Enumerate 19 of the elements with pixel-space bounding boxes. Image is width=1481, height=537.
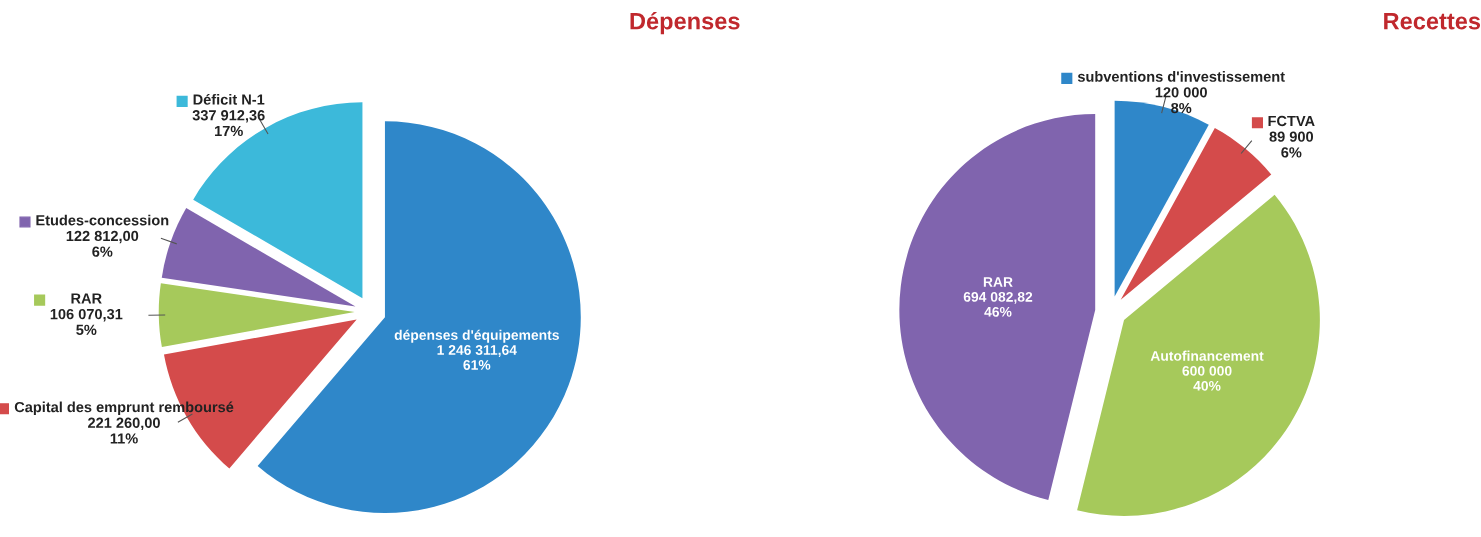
data-label: 120 000 8% bbox=[1155, 87, 1207, 114]
data-label: 122 812,00 6% bbox=[66, 230, 139, 257]
legend-label: Etudes-concession bbox=[36, 214, 169, 226]
data-label: 221 260,00 11% bbox=[88, 417, 160, 444]
slice-label: RAR bbox=[983, 277, 1013, 287]
data-label: 89 900 6% bbox=[1269, 131, 1314, 158]
legend-label: RAR bbox=[71, 293, 102, 304]
text: Recettes bbox=[1384, 13, 1481, 30]
data-label: 694 082,82 46% bbox=[963, 291, 1033, 317]
data-label: 337 912,36 17% bbox=[192, 110, 265, 137]
legend-label: Déficit N-1 bbox=[193, 93, 265, 105]
data-label: 600 000 40% bbox=[1182, 365, 1232, 391]
data-label: 1 246 311,64 61% bbox=[437, 345, 517, 370]
slice-label: Autofinancement bbox=[1150, 350, 1264, 361]
legend-label: FCTVA bbox=[1268, 115, 1315, 127]
data-label: 106 070,31 5% bbox=[50, 308, 123, 335]
slice-label: dépenses d'équipements bbox=[394, 329, 559, 343]
text: Dépenses bbox=[630, 11, 740, 35]
legend-label: subventions d'investissement bbox=[1077, 71, 1285, 82]
